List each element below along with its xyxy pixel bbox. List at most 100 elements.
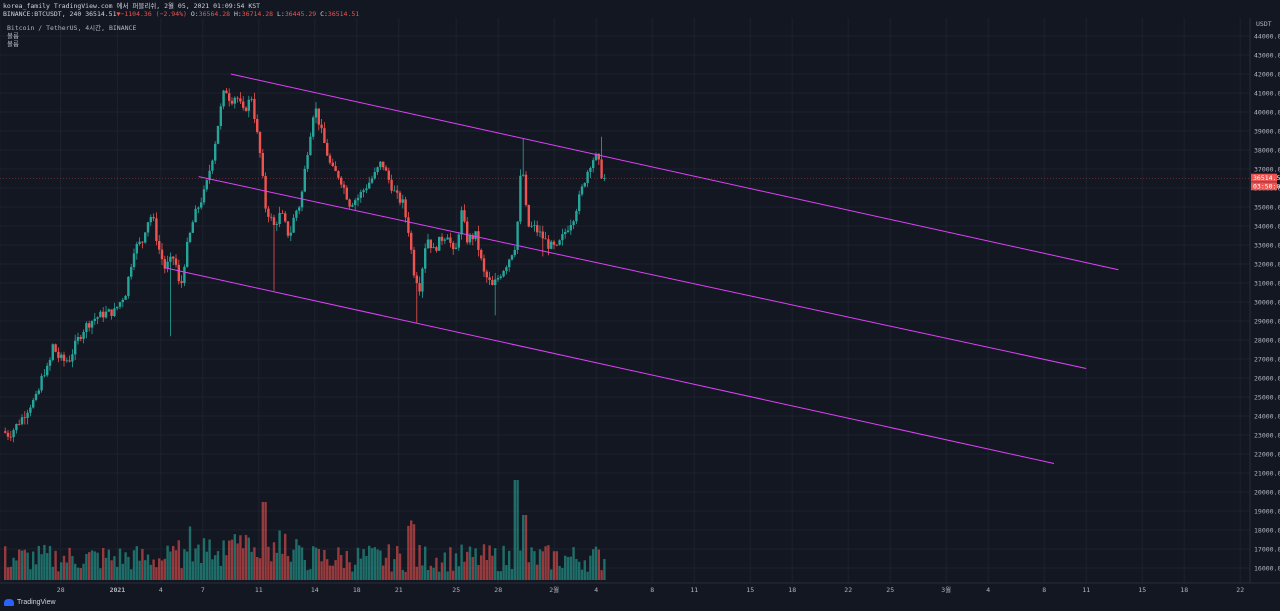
candle-body (505, 267, 508, 272)
volume-bar (15, 560, 18, 580)
candle-body (118, 302, 122, 307)
candle-body (326, 143, 329, 156)
volume-bar (197, 544, 200, 580)
volume-bar (524, 515, 528, 580)
symbol-label: BINANCE:BTCUSDT, 240 (3, 10, 82, 18)
candle-body (54, 344, 57, 352)
candle-body (160, 249, 164, 260)
candle-body (485, 271, 488, 278)
price-tick-label: 18000.00 (1254, 527, 1280, 535)
volume-bar (569, 556, 572, 580)
price-tick-label: 42000.00 (1254, 71, 1280, 79)
candle-body (564, 231, 567, 235)
candle-body (40, 375, 43, 391)
volume-bar (107, 549, 110, 580)
candle-body (550, 241, 553, 249)
candle-body (152, 217, 155, 219)
volume-bar (272, 542, 276, 580)
candle-body (244, 107, 248, 111)
volume-bar (99, 568, 102, 580)
candle-body (230, 100, 234, 104)
last-price: 36514.51 (85, 10, 117, 18)
volume-bar (368, 545, 371, 580)
candle-body (43, 375, 46, 377)
price-tick-label: 21000.00 (1254, 470, 1280, 478)
volume-bar (93, 551, 96, 580)
volume-bar (558, 565, 561, 580)
candle-body (323, 128, 326, 144)
price-tick-label: 29000.00 (1254, 318, 1280, 326)
volume-bar (138, 560, 141, 580)
volume-bar (552, 551, 556, 580)
volume-bar (404, 571, 407, 580)
price-tick-label: 37000.00 (1254, 166, 1280, 174)
volume-bar (317, 548, 320, 580)
candle-body (407, 217, 410, 233)
volume-bar (407, 525, 410, 580)
candle-body (454, 247, 458, 250)
time-tick-label: 21 (395, 586, 403, 594)
price-chart[interactable]: USDT 16000.00 17000.00 18000.00 19000.00 2000… (0, 18, 1280, 598)
volume-bar (200, 563, 203, 580)
volume-bar (284, 533, 287, 580)
volume-bar (359, 558, 362, 580)
candle-body (530, 225, 533, 227)
price-tick-label: 35000.00 (1254, 204, 1280, 212)
volume-bar (323, 549, 326, 580)
price-tick-label: 43000.00 (1254, 52, 1280, 60)
candle-body (547, 239, 550, 249)
time-tick-label: 8 (650, 586, 654, 594)
candle-body (474, 231, 477, 240)
candle-body (12, 430, 15, 438)
volume-bar (250, 551, 253, 580)
candle-body (527, 205, 530, 227)
volume-bar (376, 549, 379, 580)
volume-bar (505, 565, 508, 580)
volume-bar (550, 569, 553, 580)
volume-bar (312, 546, 315, 580)
volume-bar (586, 571, 589, 580)
chart-background (0, 18, 1280, 598)
volume-bar (460, 544, 463, 580)
candle-body (544, 238, 547, 240)
candle-body (51, 344, 54, 360)
candle-body (471, 235, 474, 240)
volume-bar (71, 556, 74, 580)
volume-bar (351, 571, 354, 580)
candle-body (233, 97, 236, 104)
candle-body (446, 237, 449, 240)
price-change: −1104.36 (−2.94%) (120, 10, 187, 18)
volume-bar (379, 550, 382, 580)
volume-bar (471, 556, 474, 580)
candle-body (468, 235, 472, 243)
volume-bar (454, 553, 458, 580)
candle-body (426, 239, 430, 249)
volume-bar (188, 526, 192, 580)
candle-body (586, 171, 589, 184)
candle-body (48, 359, 52, 366)
candle-body (183, 266, 186, 284)
volume-bar (12, 557, 15, 580)
volume-bar (365, 555, 368, 580)
time-tick-label: 7 (201, 586, 205, 594)
volume-bar (20, 550, 24, 580)
volume-bar (449, 547, 452, 580)
candle-body (410, 232, 413, 250)
volume-bar (169, 551, 172, 580)
volume-bar (110, 560, 113, 580)
candle-body (225, 90, 228, 94)
candle-body (163, 259, 166, 269)
volume-bar (547, 545, 550, 580)
volume-bar (356, 547, 360, 580)
candle-body (26, 412, 29, 418)
candle-body (295, 210, 298, 218)
volume-bar (303, 559, 306, 580)
price-axis-bg (1250, 18, 1280, 583)
volume-bar (68, 547, 71, 580)
volume-bar (536, 564, 539, 580)
candle-body (314, 108, 318, 118)
tradingview-brand[interactable]: TradingView (4, 599, 56, 606)
volume-bar (29, 569, 32, 580)
candle-body (334, 166, 337, 172)
candle-body (74, 340, 77, 355)
